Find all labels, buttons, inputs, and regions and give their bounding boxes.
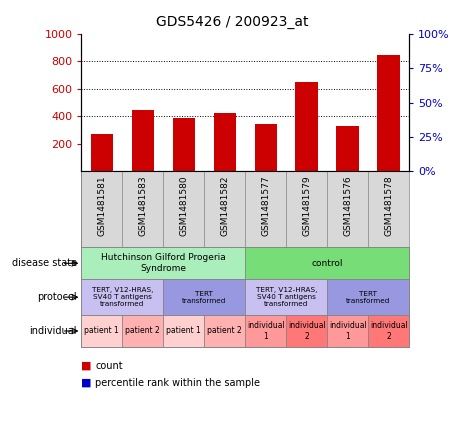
Bar (378, 55, 400, 171)
Bar (246, 247, 409, 279)
Text: GSM1481579: GSM1481579 (302, 175, 311, 236)
Text: disease state: disease state (12, 258, 77, 268)
Text: individual: individual (29, 326, 77, 336)
Bar (81, 247, 246, 279)
Bar (246, 315, 286, 347)
Text: individual
2: individual 2 (370, 321, 408, 341)
Text: protocol: protocol (37, 292, 77, 302)
Text: GSM1481581: GSM1481581 (97, 175, 106, 236)
Bar (246, 279, 327, 315)
Text: GSM1481577: GSM1481577 (261, 175, 270, 236)
Bar (286, 315, 327, 347)
Bar (81, 279, 163, 315)
Bar (81, 315, 122, 347)
Text: patient 1: patient 1 (166, 327, 201, 335)
Text: TERT, V12-HRAS,
SV40 T antigens
transformed: TERT, V12-HRAS, SV40 T antigens transfor… (256, 287, 317, 307)
Text: patient 2: patient 2 (207, 327, 242, 335)
Text: patient 2: patient 2 (126, 327, 160, 335)
Text: ■: ■ (81, 361, 92, 371)
Text: GSM1481576: GSM1481576 (343, 175, 352, 236)
Bar (163, 315, 204, 347)
Bar (254, 124, 277, 171)
Bar (368, 315, 409, 347)
Text: GSM1481582: GSM1481582 (220, 175, 229, 236)
Bar (213, 113, 236, 171)
Bar (337, 126, 359, 171)
Text: individual
1: individual 1 (329, 321, 366, 341)
Text: individual
2: individual 2 (288, 321, 325, 341)
Bar (327, 315, 368, 347)
Text: GSM1481583: GSM1481583 (139, 175, 147, 236)
Text: GDS5426 / 200923_at: GDS5426 / 200923_at (156, 15, 309, 29)
Text: TERT
transformed: TERT transformed (182, 291, 226, 304)
Text: control: control (312, 259, 343, 268)
Text: patient 1: patient 1 (85, 327, 119, 335)
Text: ■: ■ (81, 378, 92, 388)
Bar (122, 315, 163, 347)
Text: GSM1481580: GSM1481580 (179, 175, 188, 236)
Bar (91, 134, 113, 171)
Text: TERT, V12-HRAS,
SV40 T antigens
transformed: TERT, V12-HRAS, SV40 T antigens transfor… (92, 287, 153, 307)
Text: percentile rank within the sample: percentile rank within the sample (95, 378, 260, 388)
Bar (204, 315, 246, 347)
Text: individual
1: individual 1 (247, 321, 285, 341)
Text: count: count (95, 361, 123, 371)
Bar (132, 110, 154, 171)
Bar (173, 118, 195, 171)
Bar (327, 279, 409, 315)
Bar (295, 82, 318, 171)
Text: Hutchinson Gilford Progeria
Syndrome: Hutchinson Gilford Progeria Syndrome (101, 253, 226, 273)
Bar (163, 279, 246, 315)
Text: TERT
transformed: TERT transformed (346, 291, 391, 304)
Text: GSM1481578: GSM1481578 (384, 175, 393, 236)
